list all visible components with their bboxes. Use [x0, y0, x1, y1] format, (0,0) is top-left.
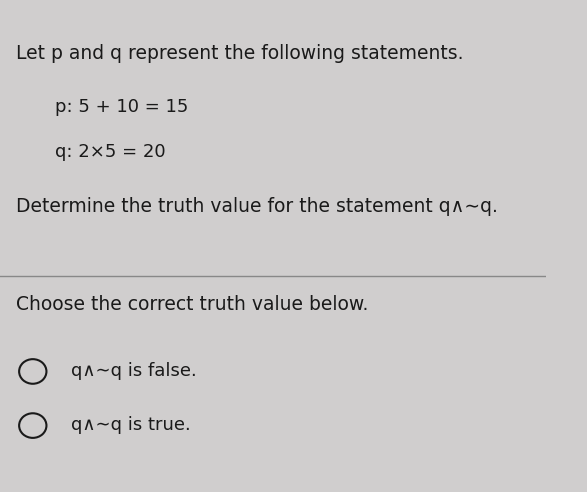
Text: Let p and q represent the following statements.: Let p and q represent the following stat…: [16, 44, 464, 63]
Text: p: 5 + 10 = 15: p: 5 + 10 = 15: [55, 98, 188, 117]
Text: q: 2×5 = 20: q: 2×5 = 20: [55, 143, 166, 161]
Text: q∧∼q is false.: q∧∼q is false.: [71, 362, 197, 380]
Text: Determine the truth value for the statement q∧∼q.: Determine the truth value for the statem…: [16, 197, 498, 216]
Text: Choose the correct truth value below.: Choose the correct truth value below.: [16, 295, 369, 314]
Text: q∧∼q is true.: q∧∼q is true.: [71, 416, 191, 434]
